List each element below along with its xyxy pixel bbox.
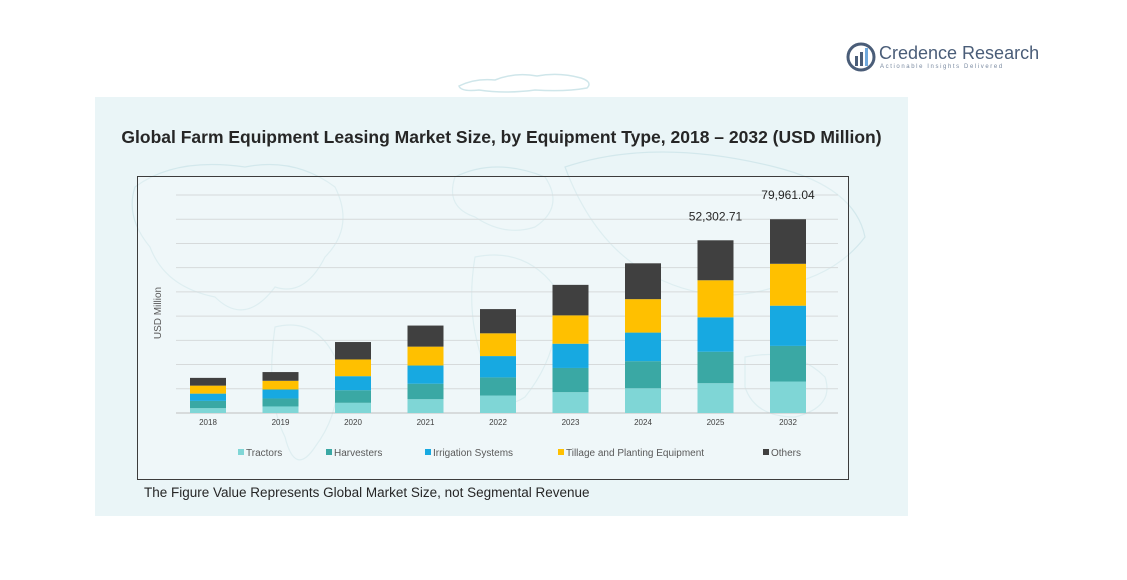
y-axis-title: USD Million bbox=[153, 287, 164, 339]
stacked-bar-chart: 2018 2019 2020 2021 2022 2023 2024 2025 2032 52,… bbox=[153, 188, 838, 459]
bar-segment bbox=[552, 315, 589, 344]
data-labels: 52,302.71 79,961.04 bbox=[689, 188, 815, 223]
bar-2025 bbox=[697, 240, 734, 413]
bar-segment bbox=[770, 219, 806, 264]
bar-segment bbox=[407, 383, 444, 400]
bar-segment bbox=[552, 343, 589, 368]
legend-swatch bbox=[238, 449, 244, 455]
bar-segment bbox=[697, 240, 734, 281]
credence-logo: Credence Research Actionable Insights De… bbox=[846, 42, 1040, 74]
x-tick-label: 2019 bbox=[272, 418, 290, 427]
bar-segment bbox=[262, 389, 299, 399]
x-ticks: 2018 2019 2020 2021 2022 2023 2024 2025 2032 bbox=[199, 418, 797, 427]
bar-segment bbox=[335, 342, 371, 360]
legend-label: Others bbox=[771, 448, 801, 459]
bar-segment bbox=[625, 388, 661, 413]
legend-label: Tractors bbox=[246, 448, 282, 459]
bar-segment bbox=[407, 346, 444, 366]
bar-segment bbox=[335, 390, 371, 403]
legend-swatch bbox=[558, 449, 564, 455]
bar-segment bbox=[552, 367, 589, 393]
bar-2019 bbox=[262, 372, 299, 413]
data-label: 79,961.04 bbox=[761, 188, 815, 202]
x-tick-label: 2025 bbox=[707, 418, 725, 427]
bar-segment bbox=[480, 333, 516, 357]
bar-2024 bbox=[625, 263, 661, 413]
legend-label: Irrigation Systems bbox=[433, 448, 513, 459]
bar-segment bbox=[770, 305, 806, 346]
bar-segment bbox=[480, 309, 516, 334]
bar-2023 bbox=[552, 284, 589, 413]
brand-name: Credence Research bbox=[879, 43, 1040, 63]
legend-item: Tillage and Planting Equipment bbox=[558, 448, 704, 459]
legend-item: Others bbox=[763, 448, 801, 459]
bar-segment bbox=[697, 317, 734, 352]
legend-item: Tractors bbox=[238, 448, 282, 459]
legend-label: Harvesters bbox=[334, 448, 382, 459]
bar-segment bbox=[335, 376, 371, 391]
x-tick-label: 2032 bbox=[779, 418, 797, 427]
bar-segment bbox=[262, 398, 299, 407]
chart-panel: Global Farm Equipment Leasing Market Siz… bbox=[95, 97, 908, 516]
bar-segment bbox=[190, 408, 226, 413]
x-tick-label: 2024 bbox=[634, 418, 652, 427]
bar-segment bbox=[552, 284, 589, 316]
bar-segment bbox=[625, 263, 661, 300]
bar-segment bbox=[625, 361, 661, 389]
bar-segment bbox=[625, 299, 661, 333]
brand-tagline: Actionable Insights Delivered bbox=[880, 64, 1004, 70]
x-tick-label: 2021 bbox=[417, 418, 435, 427]
bar-segment bbox=[407, 399, 444, 413]
legend-item: Harvesters bbox=[326, 448, 382, 459]
cloud-decoration bbox=[458, 73, 590, 93]
bar-segment bbox=[407, 325, 444, 347]
bar-segment bbox=[625, 332, 661, 362]
data-label: 52,302.71 bbox=[689, 209, 743, 223]
bar-segment bbox=[697, 351, 734, 384]
x-tick-label: 2018 bbox=[199, 418, 217, 427]
x-tick-label: 2022 bbox=[489, 418, 507, 427]
legend: Tractors Harvesters Irrigation Systems Till… bbox=[238, 448, 801, 459]
bar-2022 bbox=[480, 309, 516, 413]
logo-bars-icon bbox=[846, 42, 876, 72]
bar-segment bbox=[480, 395, 516, 413]
x-tick-label: 2020 bbox=[344, 418, 362, 427]
bar-segment bbox=[770, 381, 806, 413]
legend-item: Irrigation Systems bbox=[425, 448, 513, 459]
bar-segment bbox=[770, 263, 806, 306]
bar-segment bbox=[335, 402, 371, 413]
footnote: The Figure Value Represents Global Marke… bbox=[144, 485, 590, 500]
bar-2021 bbox=[407, 325, 444, 413]
bar-segment bbox=[407, 365, 444, 384]
bar-2032 bbox=[770, 219, 806, 413]
bar-segment bbox=[190, 377, 226, 386]
legend-swatch bbox=[425, 449, 431, 455]
legend-label: Tillage and Planting Equipment bbox=[566, 448, 704, 459]
bar-segment bbox=[770, 345, 806, 382]
bar-segment bbox=[190, 385, 226, 394]
x-tick-label: 2023 bbox=[562, 418, 580, 427]
bar-segment bbox=[262, 380, 299, 390]
bar-segment bbox=[480, 377, 516, 396]
bar-segment bbox=[552, 392, 589, 413]
bar-segment bbox=[262, 406, 299, 413]
bar-2020 bbox=[335, 342, 371, 413]
chart-area: 2018 2019 2020 2021 2022 2023 2024 2025 2032 52,… bbox=[137, 176, 849, 480]
chart-title: Global Farm Equipment Leasing Market Siz… bbox=[121, 127, 882, 147]
bar-segment bbox=[190, 400, 226, 409]
bar-segment bbox=[697, 280, 734, 318]
bar-segment bbox=[697, 383, 734, 413]
legend-swatch bbox=[326, 449, 332, 455]
bar-segment bbox=[190, 393, 226, 401]
legend-swatch bbox=[763, 449, 769, 455]
bar-segment bbox=[335, 359, 371, 377]
bar-segment bbox=[480, 356, 516, 378]
bars bbox=[190, 219, 806, 413]
bar-segment bbox=[262, 372, 299, 381]
bar-2018 bbox=[190, 377, 226, 413]
